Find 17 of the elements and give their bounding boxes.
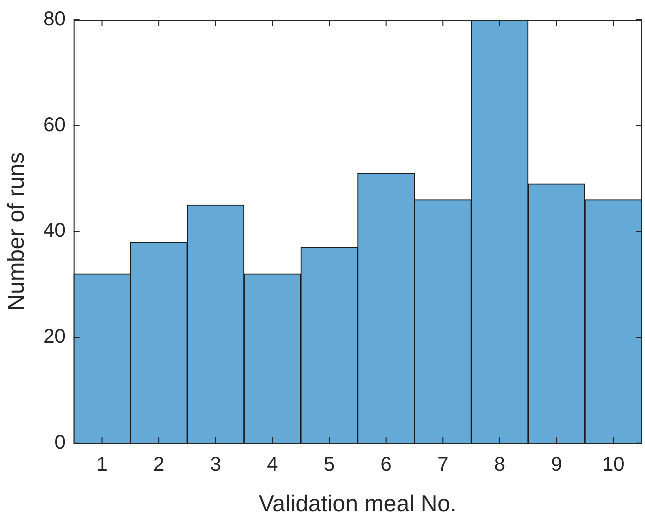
x-tick-label: 2 [154,454,165,476]
x-tick-label: 6 [380,454,392,476]
y-tick-label: 20 [44,326,66,348]
x-tick-label: 10 [602,454,625,476]
x-axis-title: Validation meal No. [259,490,457,517]
y-tick-label: 60 [44,114,66,136]
x-tick-label: 8 [494,454,506,476]
x-tick-label: 4 [267,454,278,476]
y-axis-title: Number of runs [3,152,30,311]
x-tick-label: 7 [438,454,449,476]
x-tick-label: 9 [551,454,562,476]
y-tick-label: 80 [44,8,66,31]
x-tick-label: 5 [324,454,336,476]
y-tick-label: 0 [54,432,66,454]
y-tick-label: 40 [44,220,66,242]
x-tick-label: 3 [210,454,222,476]
x-tick-label: 1 [96,454,108,476]
